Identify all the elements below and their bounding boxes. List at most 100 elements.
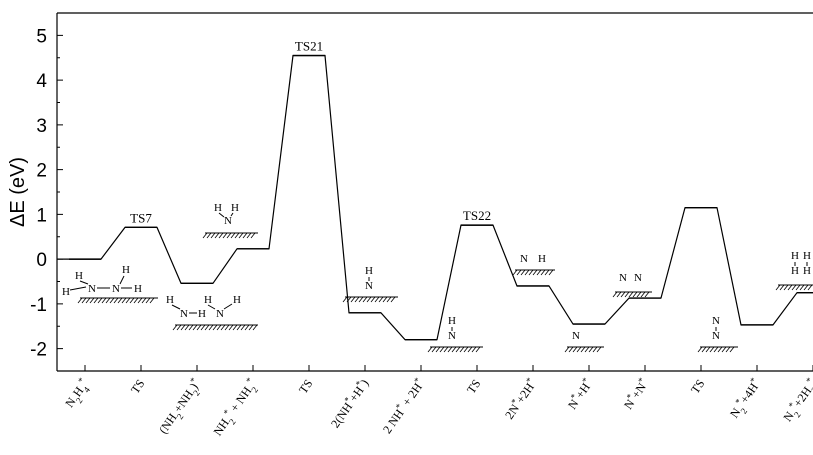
surface-hatch	[787, 284, 793, 291]
svg-text:H: H	[791, 265, 799, 277]
surface-hatch	[799, 284, 805, 291]
surface-hatch	[576, 346, 582, 353]
surface-hatch	[596, 346, 602, 353]
svg-text:H: H	[62, 286, 70, 298]
svg-text:H: H	[791, 250, 799, 262]
surface-hatch	[620, 291, 626, 298]
svg-text:H: H	[122, 264, 130, 276]
surface-hatch	[386, 296, 392, 303]
surface-hatch	[101, 297, 107, 304]
surface-hatch	[592, 346, 598, 353]
surface-hatch	[584, 346, 590, 353]
svg-text:N: N	[180, 308, 188, 320]
h2-pairs-sketch: H H H H	[775, 250, 813, 291]
surface-hatch	[370, 296, 376, 303]
ts-label-ts21: TS21	[295, 39, 323, 54]
svg-text:H: H	[538, 253, 546, 265]
surface-hatch	[540, 269, 546, 276]
surface-hatch	[721, 346, 727, 353]
surface-hatch	[196, 324, 202, 331]
svg-text:N: N	[224, 215, 232, 227]
surface-hatch	[234, 232, 240, 239]
x-category-label: TS	[296, 377, 316, 397]
surface-hatch	[717, 346, 723, 353]
surface-hatch	[226, 232, 232, 239]
surface-hatch	[97, 297, 103, 304]
svg-text:N: N	[88, 283, 96, 295]
surface-hatch	[775, 284, 781, 291]
svg-text:H: H	[233, 294, 241, 306]
surface-hatch	[214, 232, 220, 239]
n-h-sketch: N H	[512, 253, 555, 276]
svg-text:N: N	[712, 315, 720, 327]
surface-hatch	[475, 346, 481, 353]
surface-hatch	[431, 346, 437, 353]
surface-hatch	[218, 232, 224, 239]
ts-label-ts22: TS22	[463, 208, 491, 223]
surface-hatch	[427, 346, 433, 353]
surface-hatch	[133, 297, 139, 304]
svg-text:H: H	[803, 265, 811, 277]
surface-hatch	[374, 296, 380, 303]
svg-text:N: N	[572, 330, 580, 342]
surface-hatch	[612, 291, 618, 298]
surface-hatch	[616, 291, 622, 298]
surface-hatch	[202, 232, 208, 239]
surface-hatch	[524, 269, 530, 276]
svg-text:H: H	[166, 294, 174, 306]
surface-hatch	[232, 324, 238, 331]
surface-hatch	[435, 346, 441, 353]
x-category-label: NH2* + NH2*	[209, 375, 263, 440]
surface-hatch	[81, 297, 87, 304]
nh2-sketch: H N H	[202, 202, 258, 239]
surface-hatch	[200, 324, 206, 331]
svg-text:H: H	[365, 265, 373, 277]
surface-hatch	[640, 291, 646, 298]
x-category-label: N2H4*	[61, 375, 95, 412]
svg-text:H: H	[214, 202, 222, 214]
surface-hatch	[125, 297, 131, 304]
svg-text:N: N	[619, 272, 627, 284]
surface-hatch	[145, 297, 151, 304]
surface-hatch	[803, 284, 809, 291]
x-category-label: (NH2+NH2)*	[154, 375, 207, 438]
x-category-label: 2(NH*+H*)	[326, 376, 371, 431]
n-sketch: N	[564, 330, 604, 353]
surface-hatch	[188, 324, 194, 331]
surface-hatch	[564, 346, 570, 353]
surface-hatch	[644, 291, 650, 298]
svg-text:N: N	[112, 283, 120, 295]
surface-hatch	[548, 269, 554, 276]
y-tick-labels: -2 -1 0 1 2 3 4 5	[30, 26, 47, 360]
surface-hatch	[705, 346, 711, 353]
surface-hatch	[628, 291, 634, 298]
surface-hatch	[528, 269, 534, 276]
svg-text:H: H	[198, 308, 206, 320]
y-tick-label: 5	[36, 26, 47, 47]
surface-hatch	[206, 232, 212, 239]
surface-hatch	[382, 296, 388, 303]
x-category-label: 2 NH* + 2H*	[378, 375, 427, 436]
svg-text:N: N	[634, 272, 642, 284]
surface-hatch	[725, 346, 731, 353]
surface-hatch	[246, 232, 252, 239]
surface-hatch	[105, 297, 111, 304]
surface-hatch	[216, 324, 222, 331]
surface-hatch	[624, 291, 630, 298]
surface-hatch	[85, 297, 91, 304]
x-category-label: TS	[464, 377, 484, 397]
surface-hatch	[520, 269, 526, 276]
surface-hatch	[121, 297, 127, 304]
surface-hatch	[149, 297, 155, 304]
surface-hatch	[459, 346, 465, 353]
n2-sketch: N N	[697, 315, 738, 353]
surface-hatch	[224, 324, 230, 331]
surface-hatch	[222, 232, 228, 239]
n-n-sketch: N N	[612, 272, 652, 298]
surface-hatch	[378, 296, 384, 303]
surface-hatch	[93, 297, 99, 304]
surface-hatch	[230, 232, 236, 239]
surface-hatch	[697, 346, 703, 353]
surface-hatch	[238, 232, 244, 239]
surface-hatch	[228, 324, 234, 331]
